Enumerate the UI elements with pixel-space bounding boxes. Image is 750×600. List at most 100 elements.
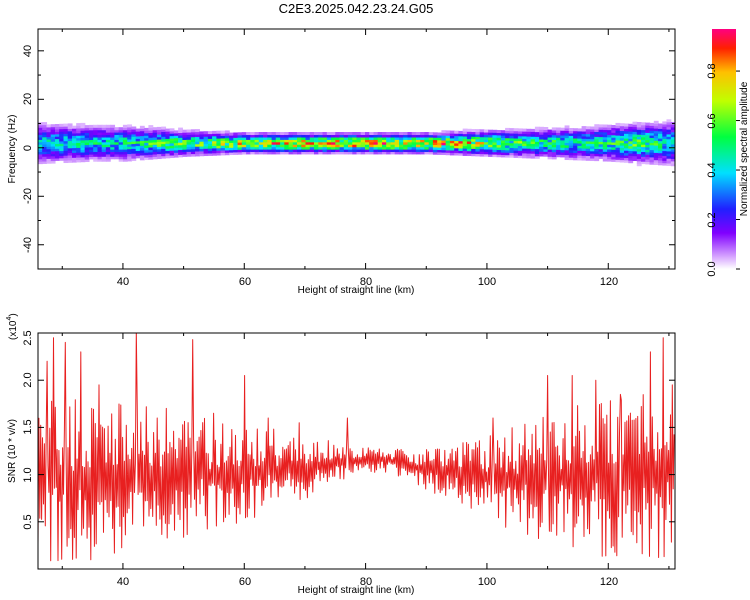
heatmap-cell <box>416 132 421 136</box>
heatmap-cell <box>169 155 175 159</box>
heatmap-cell <box>101 144 107 148</box>
heatmap-cell <box>72 147 77 151</box>
heatmap-cell <box>526 143 532 147</box>
heatmap-cell <box>348 136 353 140</box>
heatmap-cell <box>360 141 366 145</box>
heatmap-cell <box>636 151 642 155</box>
heatmap-cell <box>229 135 234 139</box>
heatmap-cell <box>275 151 281 155</box>
heatmap-cell <box>318 136 324 140</box>
heatmap-cell <box>258 146 264 150</box>
heatmap-cell <box>156 151 162 155</box>
heatmap-cell <box>598 148 604 152</box>
heatmap-cell <box>288 146 294 150</box>
heatmap-cell <box>462 133 468 137</box>
heatmap-cell <box>212 138 217 142</box>
heatmap-cell <box>275 149 281 153</box>
heatmap-cell <box>530 128 536 132</box>
heatmap-cell <box>407 144 413 148</box>
heatmap-cell <box>322 149 328 153</box>
heatmap-cell <box>237 134 243 138</box>
heatmap-cell <box>38 149 43 153</box>
heatmap-cell <box>229 152 234 156</box>
heatmap-cell <box>577 133 583 137</box>
heatmap-cell <box>556 151 561 155</box>
heatmap-cell <box>390 139 396 143</box>
heatmap-cell <box>598 126 604 130</box>
heatmap-cell <box>220 145 226 149</box>
heatmap-cell <box>624 159 629 163</box>
heatmap-cell <box>101 132 107 136</box>
heatmap-cell <box>84 130 90 134</box>
heatmap-cell <box>343 146 349 150</box>
heatmap-cell <box>454 135 460 139</box>
heatmap-cell <box>526 128 532 132</box>
heatmap-cell <box>97 134 103 138</box>
heatmap-cell <box>258 141 264 145</box>
heatmap-cell <box>131 131 137 135</box>
heatmap-cell <box>161 131 167 135</box>
heatmap-cell <box>636 124 642 128</box>
heatmap-cell <box>496 154 502 158</box>
heatmap-cell <box>522 133 527 137</box>
heatmap-cell <box>195 146 200 150</box>
heatmap-cell <box>135 143 141 147</box>
heatmap-cell <box>280 146 285 150</box>
heatmap-cell <box>365 151 370 155</box>
heatmap-cell <box>114 156 120 160</box>
heatmap-cell <box>152 153 158 157</box>
heatmap-cell <box>462 135 468 139</box>
heatmap-cell <box>662 152 668 156</box>
heatmap-cell <box>526 136 532 140</box>
heatmap-cell <box>526 140 532 144</box>
heatmap-cell <box>84 151 90 155</box>
spectrogram-x-axis-label: Height of straight line (km) <box>298 285 415 296</box>
heatmap-cell <box>573 135 578 139</box>
snr-ticks <box>38 332 675 569</box>
heatmap-cell <box>301 141 307 145</box>
heatmap-cell <box>649 122 655 126</box>
heatmap-cell <box>297 134 302 138</box>
heatmap-cell <box>543 148 549 152</box>
heatmap-cell <box>156 131 162 135</box>
heatmap-cell <box>84 139 90 143</box>
heatmap-cell <box>339 136 345 140</box>
heatmap-cell <box>67 140 73 144</box>
heatmap-cell <box>560 137 566 141</box>
heatmap-cell <box>46 141 52 145</box>
heatmap-cell <box>581 140 587 144</box>
heatmap-cell <box>326 136 332 140</box>
heatmap-cell <box>607 136 612 140</box>
heatmap-cell <box>666 133 672 137</box>
heatmap-cell <box>551 146 557 150</box>
heatmap-cell <box>386 136 392 140</box>
heatmap-cell <box>292 151 298 155</box>
y-tick-label: 2.0 <box>22 372 34 387</box>
heatmap-cell <box>93 149 99 153</box>
heatmap-cell <box>369 139 375 143</box>
heatmap-cell <box>466 128 472 132</box>
heatmap-cell <box>322 141 328 145</box>
heatmap-cell <box>560 132 566 136</box>
heatmap-cell <box>152 136 158 140</box>
heatmap-cell <box>666 129 672 133</box>
heatmap-cell <box>471 136 477 140</box>
heatmap-cell <box>649 137 655 141</box>
heatmap-cell <box>636 134 642 138</box>
heatmap-cell <box>135 140 141 144</box>
heatmap-cell <box>80 147 86 151</box>
heatmap-cell <box>534 143 540 147</box>
heatmap-cell <box>577 155 583 159</box>
heatmap-cell <box>246 151 251 155</box>
heatmap-cell <box>114 153 120 157</box>
heatmap-cell <box>195 143 200 147</box>
heatmap-cell <box>46 148 52 152</box>
heatmap-cell <box>624 140 629 144</box>
heatmap-cell <box>42 127 48 131</box>
heatmap-cell <box>38 134 43 138</box>
heatmap-cell <box>458 130 464 134</box>
heatmap-cell <box>186 151 192 155</box>
heatmap-cell <box>598 155 604 159</box>
heatmap-cell <box>72 154 77 158</box>
heatmap-cell <box>186 148 192 152</box>
